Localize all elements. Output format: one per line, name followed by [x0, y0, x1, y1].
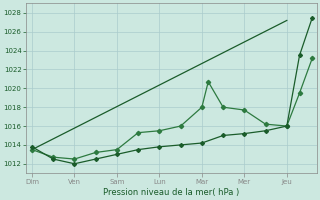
X-axis label: Pression niveau de la mer( hPa ): Pression niveau de la mer( hPa ) [103, 188, 239, 197]
